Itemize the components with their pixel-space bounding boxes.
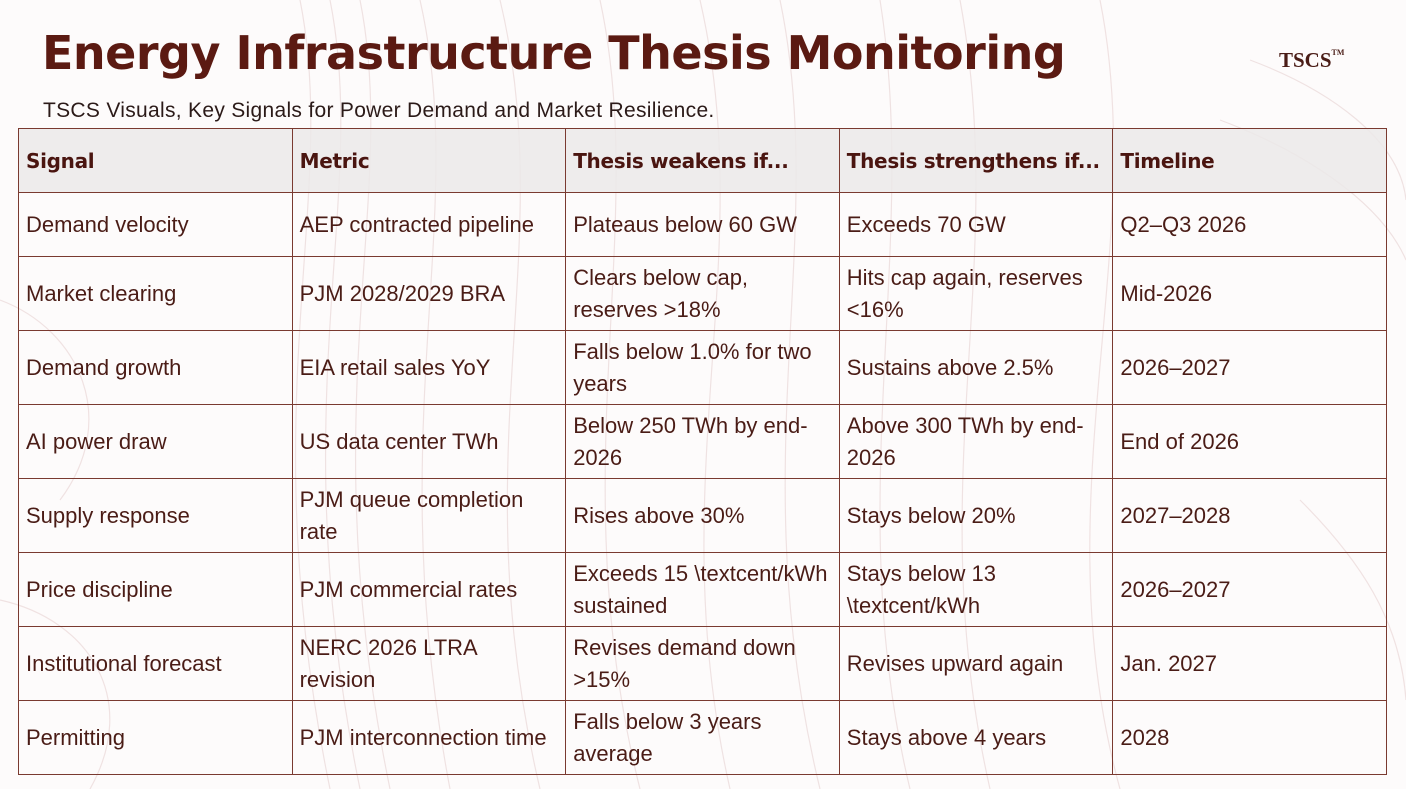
thesis-monitoring-table: Signal Metric Thesis weakens if... Thesi… — [18, 128, 1387, 775]
weakens-cell: Rises above 30% — [565, 478, 840, 553]
signal-cell: Supply response — [18, 478, 293, 553]
page-subtitle: TSCS Visuals, Key Signals for Power Dema… — [43, 99, 715, 122]
weakens-cell: Clears below cap, reserves >18% — [565, 256, 840, 331]
timeline-cell: Mid-2026 — [1112, 256, 1387, 331]
column-header-metric: Metric — [291, 128, 567, 193]
signal-cell: Demand growth — [18, 330, 293, 405]
timeline-cell: 2026–2027 — [1112, 552, 1387, 627]
weakens-cell: Falls below 3 years average — [565, 700, 840, 775]
signal-cell: Permitting — [18, 700, 293, 775]
table-row: AI power draw US data center TWh Below 250… — [18, 404, 1387, 479]
page-title: Energy Infrastructure Thesis Monitoring — [42, 26, 1066, 80]
column-header-weakens: Thesis weakens if... — [565, 128, 840, 193]
table-row: Institutional forecast NERC 2026 LTRA rev… — [18, 626, 1387, 701]
metric-cell: EIA retail sales YoY — [291, 330, 567, 405]
trademark-mark: TM — [1331, 48, 1345, 57]
strengthens-cell: Above 300 TWh by end-2026 — [838, 404, 1114, 479]
strengthens-cell: Stays above 4 years — [838, 700, 1114, 775]
metric-cell: PJM interconnection time — [291, 700, 567, 775]
timeline-cell: 2027–2028 — [1112, 478, 1387, 553]
table-row: Market clearing PJM 2028/2029 BRA Clears b… — [18, 256, 1387, 331]
timeline-cell: Q2–Q3 2026 — [1112, 192, 1387, 257]
strengthens-cell: Sustains above 2.5% — [838, 330, 1114, 405]
metric-cell: PJM queue completion rate — [291, 478, 567, 553]
signal-cell: Demand velocity — [18, 192, 293, 257]
timeline-cell: 2026–2027 — [1112, 330, 1387, 405]
signal-cell: AI power draw — [18, 404, 293, 479]
table-row: Supply response PJM queue completion rate… — [18, 478, 1387, 553]
signal-cell: Institutional forecast — [18, 626, 293, 701]
strengthens-cell: Hits cap again, reserves <16% — [838, 256, 1114, 331]
weakens-cell: Falls below 1.0% for two years — [565, 330, 840, 405]
weakens-cell: Below 250 TWh by end-2026 — [565, 404, 840, 479]
metric-cell: PJM 2028/2029 BRA — [291, 256, 567, 331]
timeline-cell: Jan. 2027 — [1112, 626, 1387, 701]
column-header-strengthens: Thesis strengthens if... — [838, 128, 1114, 193]
strengthens-cell: Revises upward again — [838, 626, 1114, 701]
signal-cell: Market clearing — [18, 256, 293, 331]
timeline-cell: End of 2026 — [1112, 404, 1387, 479]
signal-cell: Price discipline — [18, 552, 293, 627]
table-row: Demand velocity AEP contracted pipeline Pl… — [18, 192, 1387, 257]
table-row: Price discipline PJM commercial rates Exce… — [18, 552, 1387, 627]
strengthens-cell: Exceeds 70 GW — [838, 192, 1114, 257]
table-row: Permitting PJM interconnection time Falls … — [18, 700, 1387, 775]
logo-text: TSCS — [1279, 48, 1332, 72]
timeline-cell: 2028 — [1112, 700, 1387, 775]
strengthens-cell: Stays below 13 \textcent/kWh — [838, 552, 1114, 627]
strengthens-cell: Stays below 20% — [838, 478, 1114, 553]
metric-cell: US data center TWh — [291, 404, 567, 479]
table-row: Demand growth EIA retail sales YoY Falls b… — [18, 330, 1387, 405]
weakens-cell: Plateaus below 60 GW — [565, 192, 840, 257]
weakens-cell: Exceeds 15 \textcent/kWh sustained — [565, 552, 840, 627]
column-header-signal: Signal — [18, 128, 293, 193]
metric-cell: AEP contracted pipeline — [291, 192, 567, 257]
column-header-timeline: Timeline — [1112, 128, 1387, 193]
metric-cell: NERC 2026 LTRA revision — [291, 626, 567, 701]
brand-logo: TSCSTM — [1279, 48, 1344, 73]
table-header-row: Signal Metric Thesis weakens if... Thesi… — [18, 128, 1387, 193]
weakens-cell: Revises demand down >15% — [565, 626, 840, 701]
metric-cell: PJM commercial rates — [291, 552, 567, 627]
